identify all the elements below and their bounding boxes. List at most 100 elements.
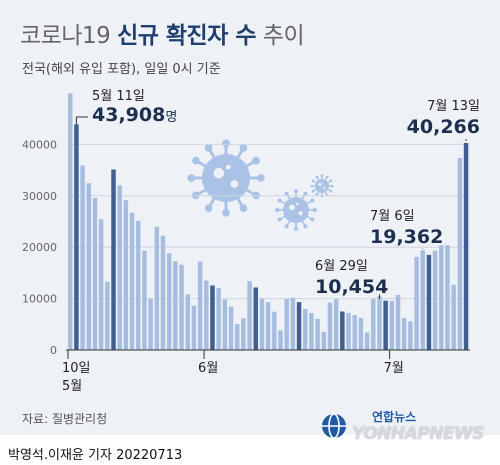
bar bbox=[129, 212, 135, 350]
bar bbox=[234, 324, 240, 350]
bar bbox=[451, 284, 456, 350]
virus-spike-tip bbox=[252, 156, 260, 165]
virus-spot bbox=[296, 202, 299, 206]
virus-spike-tip bbox=[277, 217, 282, 222]
virus-body bbox=[283, 197, 309, 223]
x-tick-sublabel: 5월 bbox=[62, 379, 82, 394]
annotation-value: 40,266 bbox=[407, 116, 480, 138]
byline: 박영석.이재윤 기자 20220713 bbox=[8, 448, 183, 463]
virus-spike-tip bbox=[310, 198, 315, 203]
y-tick-label: 40000 bbox=[22, 138, 57, 151]
bar bbox=[92, 197, 98, 350]
bar bbox=[259, 298, 265, 350]
virus-spike-tip bbox=[310, 217, 315, 222]
annotation-7-13: 7월 13일 40,266 bbox=[407, 99, 480, 142]
virus-spike-tip bbox=[311, 179, 315, 183]
bar bbox=[445, 245, 450, 350]
virus-spot bbox=[226, 164, 231, 170]
chart-subtitle: 전국(해외 유입 포함), 일일 0시 기준 bbox=[22, 62, 221, 77]
logo-korean: 연합뉴스 bbox=[372, 410, 417, 424]
virus-spike-tip bbox=[303, 191, 308, 196]
bar bbox=[142, 250, 147, 350]
annotation-unit: 명 bbox=[165, 110, 177, 125]
y-tick-label: 20000 bbox=[22, 241, 57, 254]
bar bbox=[284, 299, 289, 350]
grid-lines: 0 10000 20000 30000 40000 bbox=[22, 138, 470, 357]
bar bbox=[290, 297, 296, 350]
bar bbox=[253, 287, 258, 350]
virus-spike-tip bbox=[330, 184, 334, 188]
bar bbox=[371, 299, 376, 350]
bar bbox=[222, 299, 228, 350]
bar bbox=[395, 294, 401, 350]
logo-english: YONHAPNEWS bbox=[352, 424, 485, 444]
bar bbox=[185, 294, 190, 350]
virus-spot bbox=[322, 182, 324, 184]
bar bbox=[414, 256, 419, 350]
virus-spike-tip bbox=[275, 207, 280, 213]
annotation-value: 10,454 bbox=[315, 276, 388, 298]
bar bbox=[210, 285, 215, 350]
bar bbox=[241, 318, 246, 350]
bar bbox=[457, 157, 463, 350]
virus-spike-tip bbox=[204, 144, 213, 152]
bar bbox=[340, 311, 345, 350]
axes: 10일 5월 6월 7월 bbox=[62, 349, 470, 394]
virus-spike-tip bbox=[284, 191, 289, 196]
bar bbox=[117, 185, 122, 350]
virus-body bbox=[315, 179, 329, 193]
bar bbox=[136, 220, 141, 350]
virus-spike-tip bbox=[310, 184, 314, 188]
virus-body bbox=[202, 154, 250, 202]
y-tick-label: 10000 bbox=[22, 293, 57, 306]
bar bbox=[272, 311, 277, 350]
virus-spike-tip bbox=[239, 204, 248, 212]
virus-spike-tip bbox=[315, 175, 319, 179]
virus-medium bbox=[275, 189, 317, 231]
annotation-value: 43,908명 bbox=[92, 104, 177, 126]
annotation-label: 7월 6일 bbox=[370, 209, 415, 224]
virus-spot bbox=[230, 180, 239, 188]
bar bbox=[160, 235, 166, 350]
virus-spike-tip bbox=[256, 174, 265, 182]
bar bbox=[228, 306, 234, 350]
virus-spike-tip bbox=[312, 207, 317, 213]
annotation-value: 19,362 bbox=[370, 226, 443, 248]
virus-large bbox=[187, 139, 265, 217]
bar bbox=[426, 254, 432, 350]
bar bbox=[247, 281, 252, 350]
virus-spike-tip bbox=[303, 224, 308, 229]
bar bbox=[74, 124, 79, 350]
bar bbox=[383, 300, 388, 350]
bar bbox=[420, 250, 425, 350]
bar bbox=[191, 305, 197, 350]
x-tick-label: 6월 bbox=[198, 361, 218, 376]
bar bbox=[197, 261, 203, 350]
virus-spike-tip bbox=[192, 156, 200, 165]
bar bbox=[364, 332, 370, 350]
virus-spot bbox=[213, 167, 225, 179]
bar bbox=[315, 318, 320, 350]
chart-title: 코로나19 신규 확진자 수 추이 bbox=[20, 16, 305, 50]
infographic-card: 코로나19 신규 확진자 수 추이 전국(해외 유입 포함), 일일 0시 기준… bbox=[0, 0, 500, 435]
title-tail: 추이 bbox=[262, 23, 305, 49]
x-tick-label: 7월 bbox=[384, 361, 404, 376]
virus-spot bbox=[318, 183, 322, 187]
bar bbox=[278, 330, 283, 350]
annotation-7-6: 7월 6일 19,362 bbox=[370, 209, 443, 249]
bar bbox=[86, 183, 92, 350]
virus-spike-tip bbox=[293, 226, 299, 231]
x-tick-label: 10일 bbox=[62, 361, 91, 376]
virus-spot bbox=[289, 204, 295, 211]
bar bbox=[303, 308, 308, 350]
bars bbox=[68, 93, 469, 351]
virus-spot bbox=[323, 186, 326, 189]
virus-spot bbox=[298, 211, 303, 216]
bar bbox=[309, 313, 314, 350]
yonhap-globe-icon bbox=[322, 413, 346, 439]
bar bbox=[408, 321, 413, 350]
bar bbox=[265, 302, 271, 350]
bar bbox=[179, 264, 184, 350]
bar bbox=[105, 281, 110, 350]
